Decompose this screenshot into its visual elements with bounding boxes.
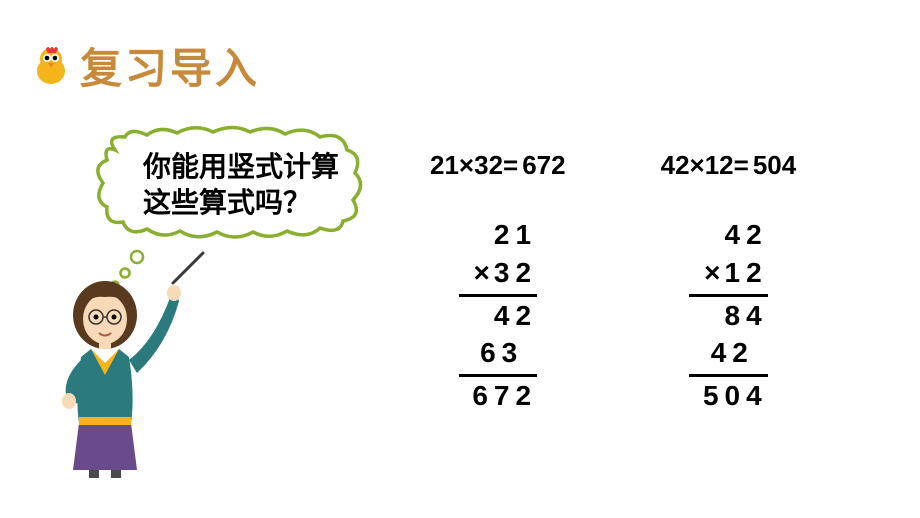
vertical-1: 21 ×32 42 63 672	[459, 216, 538, 415]
equation-1: 21×32=672	[430, 150, 566, 181]
equation-2-answer: 504	[753, 150, 796, 180]
teacher-icon	[55, 245, 210, 480]
v2-result: 504	[689, 377, 768, 415]
speech-bubble: 你能用竖式计算 这些算式吗？	[85, 125, 370, 240]
v2-p1: 84	[689, 297, 768, 335]
equation-2: 42×12=504	[661, 150, 797, 181]
v2-top: 42	[689, 216, 768, 254]
equation-2-left: 42×12=	[661, 150, 749, 180]
v1-mult: ×32	[459, 254, 538, 297]
problem-1: 21×32=672 21 ×32 42 63 672	[430, 150, 566, 415]
header: 复习导入	[30, 35, 260, 96]
problem-2: 42×12=504 42 ×12 84 42 504	[661, 150, 797, 415]
equation-1-answer: 672	[522, 150, 565, 180]
page-title: 复习导入	[80, 35, 260, 96]
v1-top: 21	[459, 216, 538, 254]
vertical-2: 42 ×12 84 42 504	[689, 216, 768, 415]
speech-line-2: 这些算式吗？	[143, 188, 311, 219]
speech-text: 你能用竖式计算 这些算式吗？	[143, 150, 339, 223]
v2-mult: ×12	[689, 254, 768, 297]
speech-line-1: 你能用竖式计算	[143, 152, 339, 183]
v1-p1: 42	[459, 297, 538, 335]
v1-result: 672	[459, 377, 538, 415]
equation-1-left: 21×32=	[430, 150, 518, 180]
chick-icon	[30, 45, 72, 87]
v2-p2: 42	[689, 334, 768, 377]
v1-p2: 63	[459, 334, 538, 377]
math-area: 21×32=672 21 ×32 42 63 672 42×12=504 42 …	[430, 150, 796, 415]
